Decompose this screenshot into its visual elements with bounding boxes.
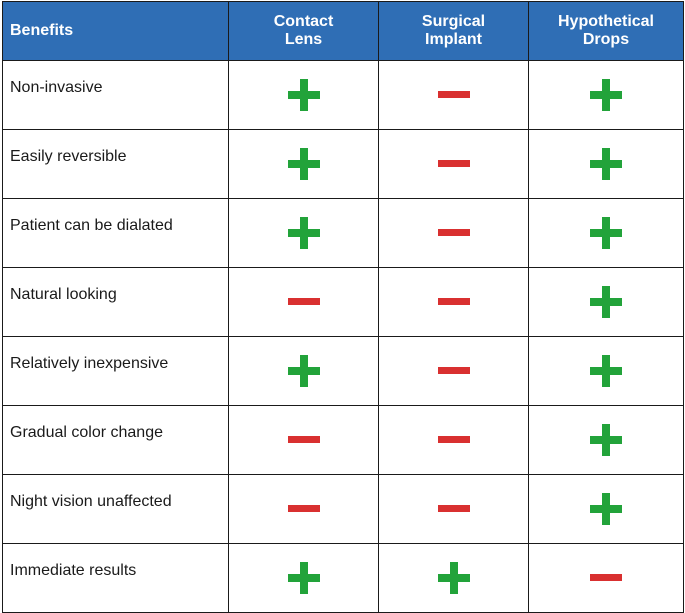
minus-icon <box>437 424 470 456</box>
benefit-label: Relatively inexpensive <box>2 336 229 406</box>
benefit-label: Gradual color change <box>2 405 229 475</box>
plus-icon <box>590 286 622 318</box>
header-contact-lens-line-1: Contact <box>273 13 334 30</box>
table-row: Patient can be dialated <box>2 198 684 268</box>
cell-hypothetical-drops <box>528 198 684 268</box>
plus-icon <box>287 217 320 249</box>
minus-icon <box>437 148 470 180</box>
cell-surgical-implant <box>378 129 529 199</box>
cell-contact-lens <box>228 543 379 613</box>
cell-contact-lens <box>228 60 379 130</box>
plus-icon <box>437 562 470 594</box>
table-row: Natural looking <box>2 267 684 337</box>
minus-icon <box>590 562 622 594</box>
header-benefits: Benefits <box>2 1 229 61</box>
cell-contact-lens <box>228 405 379 475</box>
cell-surgical-implant <box>378 198 529 268</box>
plus-icon <box>287 79 320 111</box>
cell-hypothetical-drops <box>528 405 684 475</box>
table-row: Immediate results <box>2 543 684 613</box>
cell-contact-lens <box>228 198 379 268</box>
table-row: Gradual color change <box>2 405 684 475</box>
plus-icon <box>590 493 622 525</box>
benefit-label: Non-invasive <box>2 60 229 130</box>
header-surgical-implant-line-1: Surgical <box>421 13 486 30</box>
cell-surgical-implant <box>378 336 529 406</box>
header-hypothetical-drops-line-2: Drops <box>582 31 630 48</box>
cell-hypothetical-drops <box>528 336 684 406</box>
cell-hypothetical-drops <box>528 60 684 130</box>
header-contact-lens: Contact Lens <box>228 1 379 61</box>
minus-icon <box>437 217 470 249</box>
cell-surgical-implant <box>378 267 529 337</box>
benefit-label: Patient can be dialated <box>2 198 229 268</box>
table-row: Night vision unaffected <box>2 474 684 544</box>
plus-icon <box>590 217 622 249</box>
header-benefits-label: Benefits <box>10 22 74 39</box>
plus-icon <box>287 562 320 594</box>
cell-contact-lens <box>228 267 379 337</box>
cell-hypothetical-drops <box>528 474 684 544</box>
minus-icon <box>437 355 470 387</box>
header-hypothetical-drops: Hypothetical Drops <box>528 1 684 61</box>
cell-surgical-implant <box>378 474 529 544</box>
plus-icon <box>287 148 320 180</box>
header-hypothetical-drops-line-1: Hypothetical <box>557 13 654 30</box>
plus-icon <box>287 355 320 387</box>
plus-icon <box>590 79 622 111</box>
cell-contact-lens <box>228 336 379 406</box>
cell-hypothetical-drops <box>528 129 684 199</box>
benefit-label: Easily reversible <box>2 129 229 199</box>
minus-icon <box>437 493 470 525</box>
table-header-row: Benefits Contact Lens Surgical Implant H… <box>2 1 684 61</box>
header-surgical-implant-line-2: Implant <box>425 31 482 48</box>
benefit-label: Night vision unaffected <box>2 474 229 544</box>
benefit-label: Natural looking <box>2 267 229 337</box>
plus-icon <box>590 424 622 456</box>
table-body: Non-invasive Easily reversible Patient can… <box>2 60 684 613</box>
cell-hypothetical-drops <box>528 543 684 613</box>
minus-icon <box>437 286 470 318</box>
cell-contact-lens <box>228 474 379 544</box>
minus-icon <box>437 79 470 111</box>
cell-surgical-implant <box>378 405 529 475</box>
minus-icon <box>287 286 320 318</box>
plus-icon <box>590 355 622 387</box>
cell-surgical-implant <box>378 60 529 130</box>
table-row: Non-invasive <box>2 60 684 130</box>
plus-icon <box>590 148 622 180</box>
minus-icon <box>287 493 320 525</box>
header-contact-lens-line-2: Lens <box>284 31 323 48</box>
cell-hypothetical-drops <box>528 267 684 337</box>
header-surgical-implant: Surgical Implant <box>378 1 529 61</box>
table-row: Relatively inexpensive <box>2 336 684 406</box>
benefit-label: Immediate results <box>2 543 229 613</box>
cell-contact-lens <box>228 129 379 199</box>
table-row: Easily reversible <box>2 129 684 199</box>
minus-icon <box>287 424 320 456</box>
cell-surgical-implant <box>378 543 529 613</box>
